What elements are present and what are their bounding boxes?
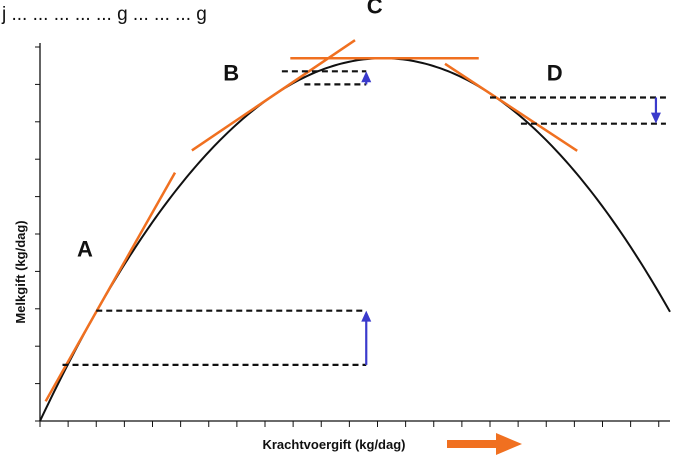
tangent-d bbox=[444, 62, 578, 152]
y-axis-label: Melkgift (kg/dag) bbox=[13, 220, 28, 323]
arrows-layer bbox=[361, 71, 661, 365]
increase-arrow-a bbox=[361, 310, 372, 365]
increase-arrow-a-head bbox=[361, 310, 372, 322]
increase-arrow-b-head bbox=[361, 71, 372, 83]
tangent-layer bbox=[44, 39, 578, 402]
response-curve-layer bbox=[39, 57, 671, 422]
tangent-a bbox=[44, 171, 177, 402]
point-labels-layer: A B C D bbox=[77, 0, 563, 261]
label-c: C bbox=[367, 0, 383, 18]
x-axis-label: Krachtvoergift (kg/dag) bbox=[262, 437, 405, 452]
label-d: D bbox=[547, 61, 563, 86]
increase-arrow-b bbox=[361, 71, 372, 85]
tangent-b bbox=[191, 39, 356, 152]
direction-arrow-head bbox=[496, 433, 522, 455]
increase-arrow-d bbox=[650, 97, 661, 124]
increase-arrow-d-head bbox=[650, 112, 661, 124]
level-lines-layer bbox=[62, 70, 666, 366]
label-a: A bbox=[77, 236, 93, 261]
response-curve bbox=[39, 57, 671, 422]
label-b: B bbox=[223, 61, 239, 86]
direction-arrow bbox=[447, 433, 522, 455]
axes-layer bbox=[35, 43, 670, 427]
header-fragment: j ... ... ... ... ... g ... ... ... g bbox=[1, 4, 207, 25]
